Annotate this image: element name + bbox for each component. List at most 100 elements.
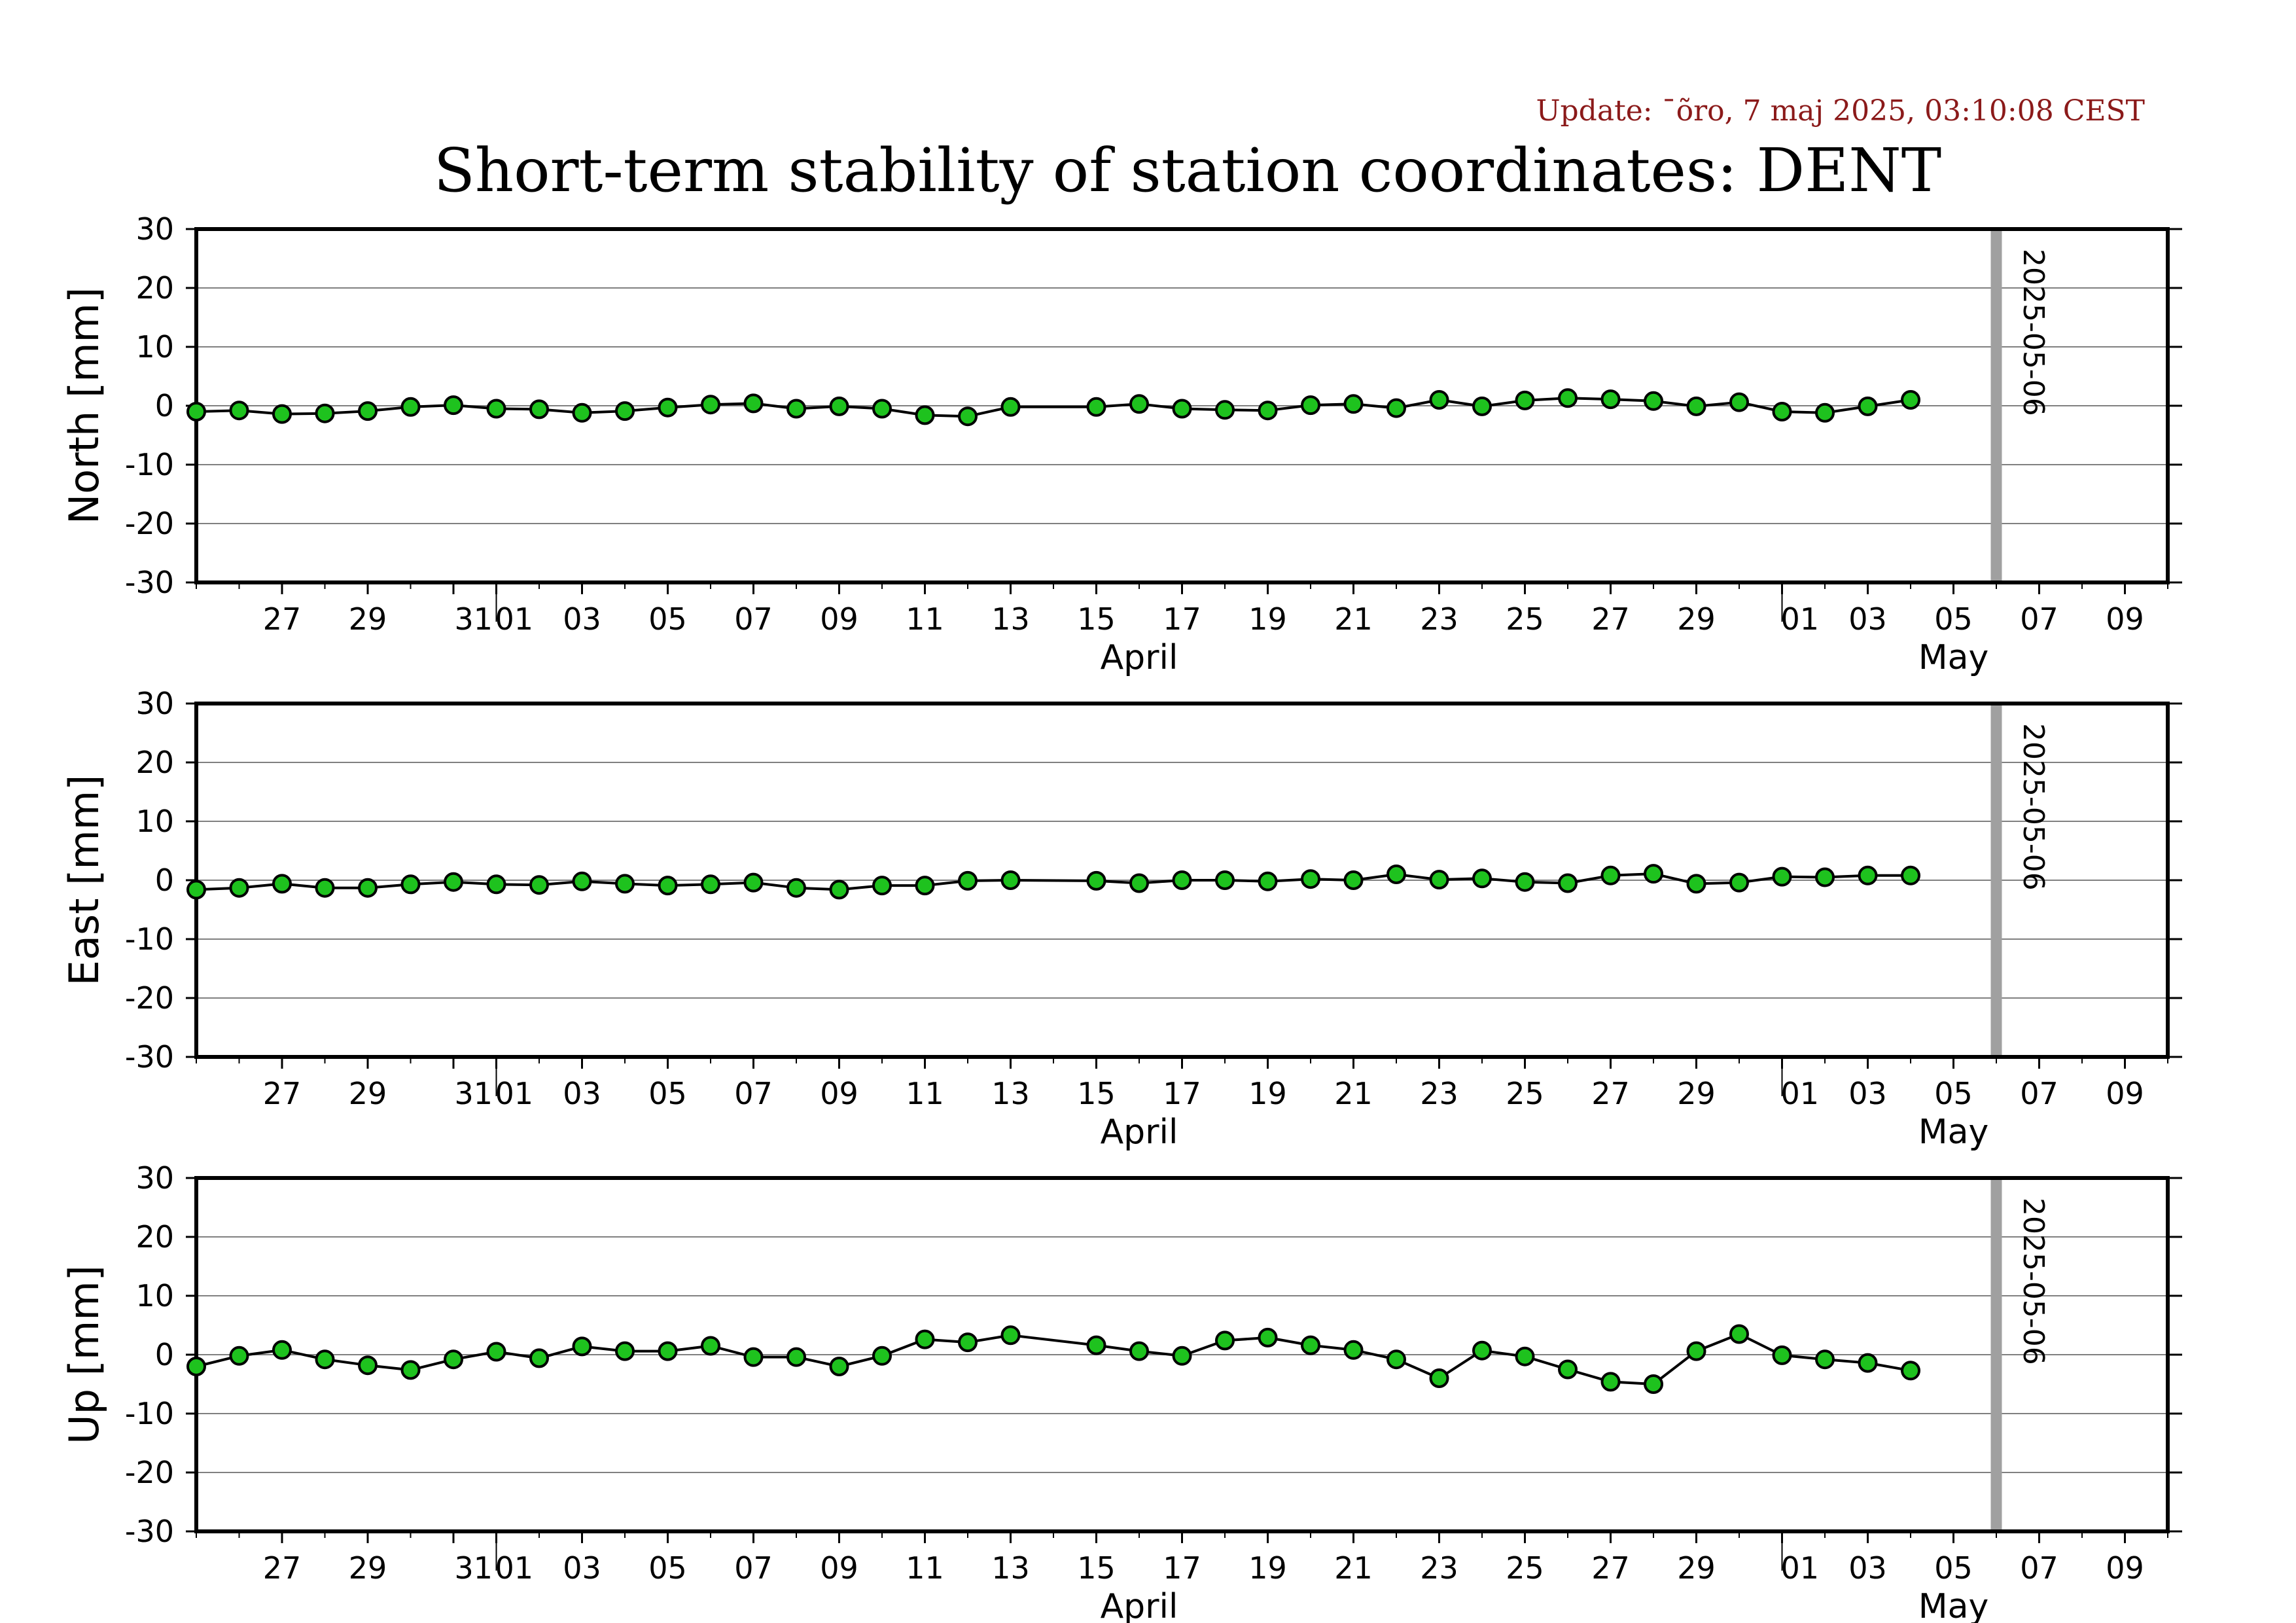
data-point: [958, 406, 978, 427]
y-tick-label: -20: [125, 980, 174, 1016]
data-point: [186, 402, 206, 421]
x-tick-label: 09: [820, 601, 858, 637]
data-point: [529, 1348, 549, 1368]
x-tick-label: 29: [349, 1076, 387, 1111]
x-tick-label: 09: [820, 1550, 858, 1586]
data-point: [1600, 1372, 1621, 1392]
x-tick-label: 15: [1077, 1550, 1116, 1586]
data-point: [529, 875, 549, 895]
data-point: [186, 880, 206, 900]
data-point: [1558, 1359, 1578, 1380]
update-timestamp: Update: ¯õro, 7 maj 2025, 03:10:08 CEST: [1536, 94, 2145, 128]
x-tick-label: 15: [1077, 601, 1116, 637]
data-point: [1815, 867, 1835, 887]
reference-date-label: 2025-05-06: [2017, 249, 2050, 416]
data-point: [1343, 1340, 1364, 1360]
x-tick-label: 13: [991, 1076, 1030, 1111]
data-point: [186, 1357, 206, 1376]
data-point: [701, 1336, 720, 1356]
y-axis-title: East [mm]: [60, 775, 108, 986]
x-tick-label: 27: [1591, 601, 1630, 637]
data-point: [958, 1332, 978, 1353]
x-tick-label: 09: [820, 1076, 858, 1111]
x-tick-label: 03: [563, 1076, 601, 1111]
data-point: [1901, 865, 1920, 885]
data-point: [743, 872, 764, 893]
y-tick-label: 20: [135, 1219, 174, 1255]
x-tick-label: 05: [648, 1550, 687, 1586]
data-point: [1129, 873, 1149, 893]
x-tick-label: 03: [1848, 1076, 1887, 1111]
x-tick-label: 01: [495, 1076, 534, 1111]
x-tick-label: 07: [2020, 1076, 2058, 1111]
x-tick-label: 13: [991, 601, 1030, 637]
x-tick-label: 27: [1591, 1076, 1630, 1111]
x-tick-label: 17: [1163, 601, 1201, 637]
data-point: [1301, 869, 1320, 889]
data-point: [829, 1357, 849, 1376]
x-tick-label: 27: [263, 1550, 302, 1586]
data-point: [1858, 396, 1878, 416]
data-point: [872, 876, 892, 896]
x-tick-label: 07: [2020, 1550, 2058, 1586]
data-point: [615, 1341, 635, 1361]
data-point: [229, 401, 249, 421]
chart-title: Short-term stability of station coordina…: [434, 135, 1941, 205]
data-point: [1215, 400, 1235, 420]
data-point: [1515, 872, 1535, 892]
x-tick-label: 25: [1506, 601, 1544, 637]
y-tick-label: 10: [135, 804, 174, 839]
data-point: [1000, 397, 1021, 417]
reference-date-label: 2025-05-06: [2017, 1198, 2050, 1365]
data-point: [1472, 868, 1492, 889]
data-point: [444, 395, 463, 416]
data-point: [1215, 1330, 1235, 1351]
x-tick-label: 21: [1334, 1076, 1373, 1111]
data-point: [1215, 870, 1235, 890]
x-tick-label: 29: [349, 1550, 387, 1586]
data-point: [1558, 388, 1578, 408]
data-point: [1386, 398, 1406, 418]
y-tick-label: 30: [135, 1160, 174, 1196]
data-point: [400, 397, 421, 417]
y-tick-label: 0: [155, 863, 174, 898]
data-point: [1600, 865, 1621, 885]
data-point: [572, 402, 592, 423]
y-tick-label: -10: [125, 447, 174, 482]
data-point: [1686, 874, 1706, 894]
data-point: [1901, 390, 1920, 410]
data-point: [1129, 394, 1149, 414]
x-tick-label: 31: [454, 601, 493, 637]
x-tick-label: 03: [563, 1550, 601, 1586]
x-tick-label: 07: [734, 1076, 773, 1111]
x-tick-label: 09: [2106, 1076, 2144, 1111]
x-tick-label: 11: [906, 1076, 944, 1111]
x-tick-label: 05: [1934, 601, 1973, 637]
data-point: [1343, 394, 1364, 414]
y-tick-label: 10: [135, 1278, 174, 1313]
data-point: [1086, 870, 1106, 891]
x-tick-label: 11: [906, 601, 944, 637]
data-point: [229, 878, 249, 898]
data-point: [1515, 1346, 1535, 1366]
x-tick-label: 15: [1077, 1076, 1116, 1111]
data-point: [272, 1340, 292, 1360]
x-tick-label: 21: [1334, 1550, 1373, 1586]
data-point: [1644, 864, 1663, 884]
x-tick-label: 07: [734, 601, 773, 637]
data-point: [1343, 870, 1364, 890]
month-label: April: [1101, 1587, 1178, 1623]
data-point: [1644, 391, 1663, 411]
y-tick-label: -10: [125, 1396, 174, 1431]
data-point: [529, 399, 549, 419]
y-tick-label: -20: [125, 1455, 174, 1490]
data-point: [486, 1342, 506, 1362]
series-line: [196, 872, 1911, 891]
y-tick-label: 10: [135, 329, 174, 365]
y-tick-label: 20: [135, 270, 174, 306]
data-point: [444, 872, 463, 892]
data-point: [272, 404, 292, 424]
y-tick-label: -10: [125, 921, 174, 957]
data-point: [1000, 1325, 1021, 1346]
